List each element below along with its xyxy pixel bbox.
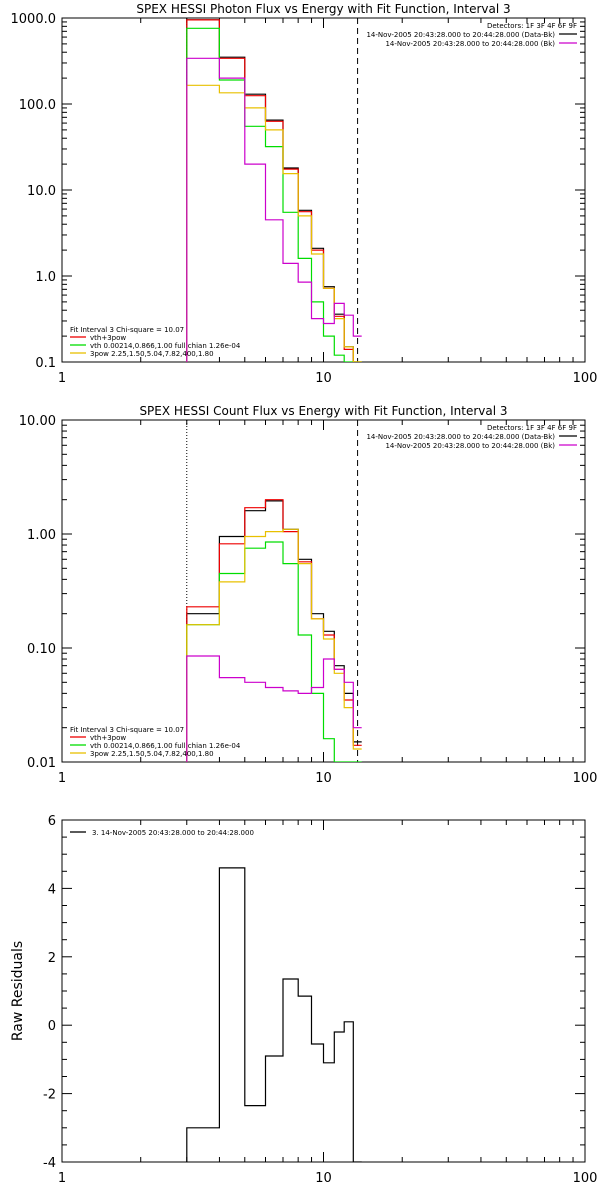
series-line-1 — [186, 499, 362, 762]
y-tick-label: 10.00 — [19, 414, 56, 429]
x-tick-label: 100 — [573, 1171, 598, 1186]
series-line-3 — [186, 84, 362, 362]
legend-entry-label: 14-Nov-2005 20:43:28.000 to 20:44:28.000… — [385, 40, 555, 48]
x-tick-label: 10 — [315, 371, 332, 386]
legend-header: Detectors: 1F 3F 4F 6F 9F — [487, 424, 577, 432]
legend-entry-label: 14-Nov-2005 20:43:28.000 to 20:44:28.000… — [366, 433, 555, 441]
y-tick-label: 4 — [48, 882, 56, 897]
y-tick-label: 1.00 — [27, 528, 56, 543]
y-tick-label: 0.10 — [27, 642, 56, 657]
series-line-4 — [186, 655, 362, 762]
x-tick-label: 100 — [573, 371, 598, 386]
legend-entry-label: 3. 14-Nov-2005 20:43:28.000 to 20:44:28.… — [92, 829, 254, 837]
series-line-2 — [186, 27, 362, 362]
series-line-1 — [186, 19, 362, 362]
count-flux-panel: SPEX HESSI Count Flux vs Energy with Fit… — [19, 404, 598, 786]
y-tick-label: 0.01 — [27, 756, 56, 771]
y-tick-label: -4 — [43, 1156, 56, 1171]
series-line-0 — [186, 19, 362, 362]
raw-residuals-panel: 1 10 100 -4 -2 0 2 4 6 Raw Residuals 3. 14-Nov-200… — [10, 814, 597, 1186]
legend-entry-label: 14-Nov-2005 20:43:28.000 to 20:44:28.000… — [385, 442, 555, 450]
x-tick-label: 10 — [315, 1171, 332, 1186]
series-group — [186, 867, 362, 1162]
y-tick-label: 1.0 — [35, 270, 56, 285]
y-tick-label: 2 — [48, 951, 56, 966]
legend-entry-label: vth+3pow — [90, 734, 126, 742]
series-line-3 — [186, 528, 362, 762]
y-tick-label: 6 — [48, 814, 56, 829]
y-tick-label: 0 — [48, 1019, 56, 1034]
legend-entry-label: 14-Nov-2005 20:43:28.000 to 20:44:28.000… — [366, 31, 555, 39]
chart-title: SPEX HESSI Photon Flux vs Energy with Fi… — [136, 2, 510, 16]
y-axis-label: Raw Residuals — [10, 941, 26, 1041]
series-line-2 — [186, 541, 362, 762]
series-line-4 — [186, 57, 362, 362]
chart-title: SPEX HESSI Count Flux vs Energy with Fit… — [139, 404, 507, 418]
y-tick-label: 1000.0 — [11, 12, 57, 27]
plot-frame — [61, 819, 586, 1163]
legend-entry-label: vth 0.00214,0.866,1.00 full chian 1.26e-… — [90, 742, 241, 750]
series-group — [186, 499, 362, 762]
legend-header: Fit Interval 3 Chi-square = 10.07 — [70, 326, 184, 334]
x-tick-label: 100 — [573, 771, 598, 786]
y-tick-label: 0.1 — [35, 356, 56, 371]
legend-entry-label: vth 0.00214,0.866,1.00 full chian 1.26e-… — [90, 342, 241, 350]
series-line-0 — [186, 867, 362, 1162]
x-tick-label: 1 — [58, 371, 66, 386]
y-tick-label: -2 — [43, 1088, 56, 1103]
photon-flux-panel: SPEX HESSI Photon Flux vs Energy with Fi… — [11, 2, 598, 386]
x-tick-label: 1 — [58, 1171, 66, 1186]
legend-entry-label: vth+3pow — [90, 334, 126, 342]
x-tick-label: 10 — [315, 771, 332, 786]
series-group — [186, 19, 362, 362]
legend-entry-label: 3pow 2.25,1.50,5.04,7.82,400,1.80 — [90, 750, 214, 758]
legend-header: Fit Interval 3 Chi-square = 10.07 — [70, 726, 184, 734]
y-tick-label: 100.0 — [19, 98, 56, 113]
legend-header: Detectors: 1F 3F 4F 6F 9F — [487, 22, 577, 30]
series-line-0 — [186, 500, 362, 762]
legend-entry-label: 3pow 2.25,1.50,5.04,7.82,400,1.80 — [90, 350, 214, 358]
x-tick-label: 1 — [58, 771, 66, 786]
y-tick-label: 10.0 — [27, 184, 56, 199]
